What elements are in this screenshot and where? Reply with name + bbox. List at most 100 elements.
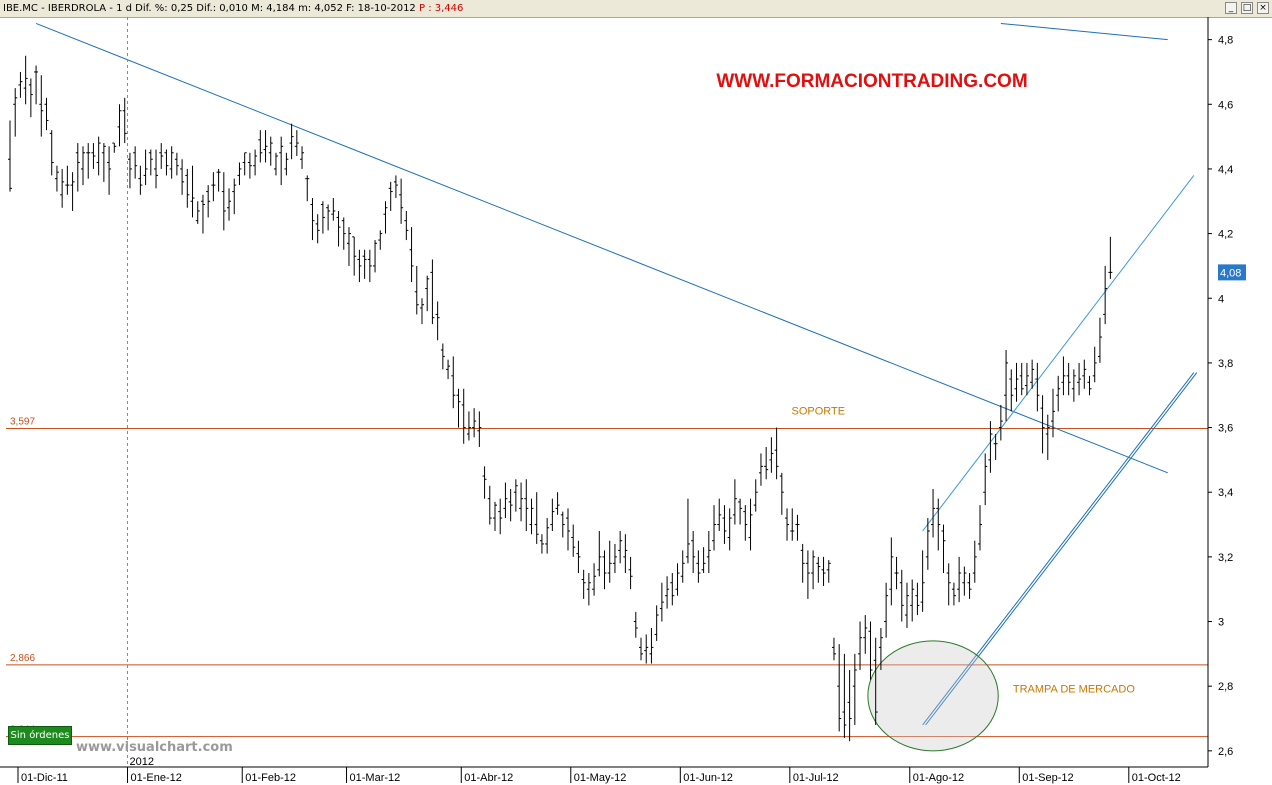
ohlc-bar xyxy=(247,152,252,179)
ohlc-bar xyxy=(639,637,644,661)
ohlc-bar xyxy=(1061,356,1066,396)
ohlc-bar xyxy=(237,162,242,186)
minimize-button[interactable]: _ xyxy=(1225,2,1237,14)
ohlc-bar xyxy=(216,168,221,192)
ohlc-bar xyxy=(148,149,153,176)
ohlc-bar xyxy=(795,514,800,541)
ohlc-bar xyxy=(1082,359,1087,389)
ohlc-bar xyxy=(581,569,586,599)
ohlc-bar xyxy=(409,227,414,283)
ohlc-bar xyxy=(331,198,336,221)
ohlc-bar xyxy=(1014,362,1019,402)
ohlc-bar xyxy=(884,582,889,638)
window-title: IBE.MC - IBERDROLA - 1 d Dif. %: 0,25 Di… xyxy=(3,0,463,17)
ohlc-bar xyxy=(899,569,904,622)
annotations: SOPORTE TRAMPA DE MERCADO xyxy=(792,406,1136,696)
ohlc-bar xyxy=(466,411,471,441)
ohlc-bar xyxy=(1087,375,1092,396)
ohlc-bar xyxy=(503,482,508,519)
ohlc-bar xyxy=(86,143,91,179)
trendlines xyxy=(35,22,1198,726)
ohlc-bar xyxy=(701,547,706,574)
market-trap-ellipse xyxy=(867,640,999,752)
ohlc-bar xyxy=(571,524,576,557)
ohlc-bar xyxy=(769,437,774,473)
ohlc-bar xyxy=(513,479,518,512)
y-tick-label: 2,8 xyxy=(1218,681,1233,693)
ohlc-bar xyxy=(1009,369,1014,412)
ohlc-bar xyxy=(1035,362,1040,412)
ohlc-bar xyxy=(1024,362,1029,396)
ohlc-bar xyxy=(977,505,982,551)
ohlc-bar xyxy=(644,634,649,664)
price-value: P : 3,446 xyxy=(418,3,464,14)
orders-badge[interactable]: Sin órdenes xyxy=(8,726,72,745)
x-tick-label: 01-Jun-12 xyxy=(683,772,733,784)
chart-title: WWW.FORMACIONTRADING.COM xyxy=(716,71,1027,92)
ohlc-bar xyxy=(164,149,169,176)
ohlc-bar xyxy=(743,505,748,541)
ohlc-bar xyxy=(607,540,612,583)
ohlc-bar xyxy=(1071,369,1076,402)
ohlc-bar xyxy=(1103,265,1108,325)
price-bars xyxy=(8,55,1113,742)
ohlc-bar xyxy=(665,576,670,609)
ohlc-bar xyxy=(1019,362,1024,396)
ohlc-bar xyxy=(597,531,602,577)
ohlc-bar xyxy=(492,501,497,532)
ohlc-bar xyxy=(23,55,28,105)
maximize-button[interactable]: □ xyxy=(1241,2,1253,14)
close-button[interactable]: × xyxy=(1257,2,1269,14)
ohlc-bar xyxy=(863,615,868,654)
ohlc-bar xyxy=(326,204,331,231)
ohlc-bar xyxy=(717,498,722,532)
ohlc-bar xyxy=(612,543,617,574)
ohlc-bar xyxy=(592,563,597,596)
quote-summary: IBE.MC - IBERDROLA - 1 d Dif. %: 0,25 Di… xyxy=(3,3,419,14)
ohlc-bar xyxy=(649,627,654,664)
ohlc-bar xyxy=(732,479,737,525)
ohlc-bar xyxy=(623,534,628,574)
ohlc-bar xyxy=(127,152,132,189)
ohlc-bar xyxy=(34,65,39,105)
ohlc-bar xyxy=(618,531,623,564)
ohlc-bar xyxy=(920,550,925,612)
ohlc-bar xyxy=(227,188,232,221)
ohlc-bar xyxy=(49,130,54,176)
ohlc-bar xyxy=(242,152,247,176)
chart-annotation: SOPORTE xyxy=(792,406,846,418)
ohlc-bar xyxy=(190,165,195,218)
ohlc-bar xyxy=(1004,349,1009,422)
ohlc-bar xyxy=(550,498,555,532)
ohlc-bar xyxy=(268,136,273,166)
title-bar: IBE.MC - IBERDROLA - 1 d Dif. %: 0,25 Di… xyxy=(0,0,1272,18)
ohlc-bar xyxy=(300,146,305,169)
ohlc-bar xyxy=(373,240,378,273)
ohlc-bar xyxy=(1056,375,1061,412)
y-tick-label: 2,6 xyxy=(1218,746,1233,758)
ohlc-bar xyxy=(13,88,18,137)
ohlc-bar xyxy=(1097,317,1102,363)
ohlc-bar xyxy=(107,146,112,195)
x-tick-label: 01-Ago-12 xyxy=(913,772,964,784)
ohlc-bar xyxy=(1077,362,1082,396)
ohlc-bar xyxy=(852,653,857,725)
ohlc-bar xyxy=(174,152,179,176)
ohlc-bar xyxy=(576,540,581,574)
ohlc-bar xyxy=(539,534,544,554)
ohlc-bar xyxy=(430,259,435,325)
ohlc-bar xyxy=(456,388,461,428)
ohlc-bar xyxy=(477,411,482,447)
ohlc-bar xyxy=(821,556,826,586)
trendline xyxy=(922,372,1195,726)
ohlc-bar xyxy=(878,627,883,671)
ohlc-bar xyxy=(96,136,101,176)
ohlc-bar xyxy=(393,175,398,199)
ohlc-bar xyxy=(279,136,284,186)
ohlc-bar xyxy=(399,178,404,224)
ohlc-bar xyxy=(842,653,847,738)
ohlc-bar xyxy=(451,356,456,409)
ohlc-bar xyxy=(133,146,138,179)
